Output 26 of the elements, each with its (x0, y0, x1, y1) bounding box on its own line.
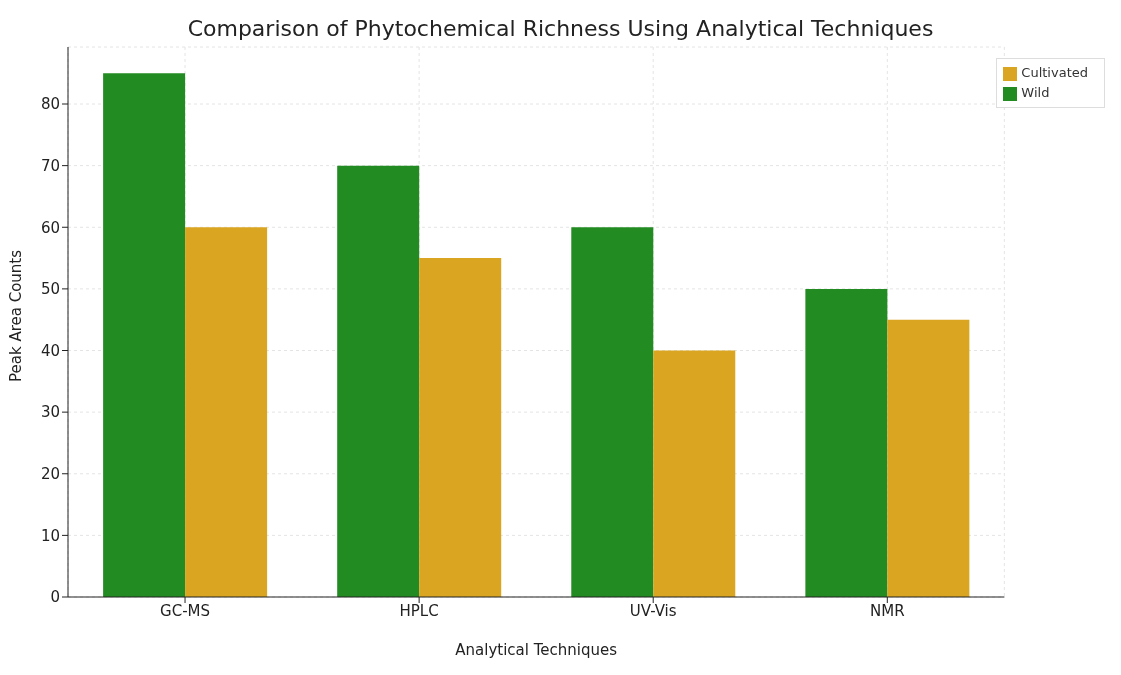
bar (185, 227, 268, 597)
legend-label: Wild (1021, 85, 1050, 100)
bar (337, 165, 420, 597)
bar (887, 319, 970, 597)
y-tick-label: 70 (40, 156, 60, 175)
legend-label: Cultivated (1021, 65, 1088, 80)
bar (419, 258, 502, 597)
x-axis-title: Analytical Techniques (455, 641, 618, 659)
y-tick-label: 50 (40, 280, 60, 299)
x-tick-label: UV-Vis (629, 601, 677, 620)
bar (805, 288, 888, 597)
y-tick-label: 30 (40, 403, 60, 422)
x-tick-label: HPLC (399, 601, 439, 620)
bar (571, 227, 654, 597)
x-tick-label: NMR (870, 601, 905, 620)
y-tick-label: 60 (40, 218, 60, 237)
y-tick-label: 10 (40, 526, 60, 545)
chart-title: Comparison of Phytochemical Richness Using Analytical Techniques (186, 16, 935, 41)
x-tick-label: GC-MS (160, 601, 211, 620)
bar (103, 73, 186, 597)
y-tick-label: 20 (40, 465, 60, 484)
y-tick-label: 40 (40, 341, 60, 360)
y-tick-label: 80 (40, 95, 60, 114)
bar (653, 350, 736, 597)
y-axis-title: Peak Area Counts (7, 249, 26, 382)
y-tick-label: 0 (50, 588, 60, 607)
